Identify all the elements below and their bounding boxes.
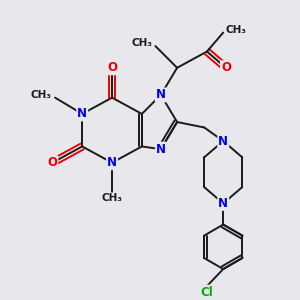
Text: O: O [47, 156, 57, 169]
Text: CH₃: CH₃ [226, 25, 247, 35]
Text: N: N [218, 197, 228, 210]
Text: N: N [107, 156, 117, 169]
Text: N: N [156, 88, 166, 101]
Text: CH₃: CH₃ [101, 193, 122, 203]
Text: CH₃: CH₃ [132, 38, 153, 48]
Text: N: N [218, 134, 228, 148]
Text: Cl: Cl [201, 286, 213, 298]
Text: O: O [221, 61, 231, 74]
Text: CH₃: CH₃ [30, 90, 51, 100]
Text: N: N [77, 107, 87, 120]
Text: O: O [107, 61, 117, 74]
Text: N: N [156, 143, 166, 156]
